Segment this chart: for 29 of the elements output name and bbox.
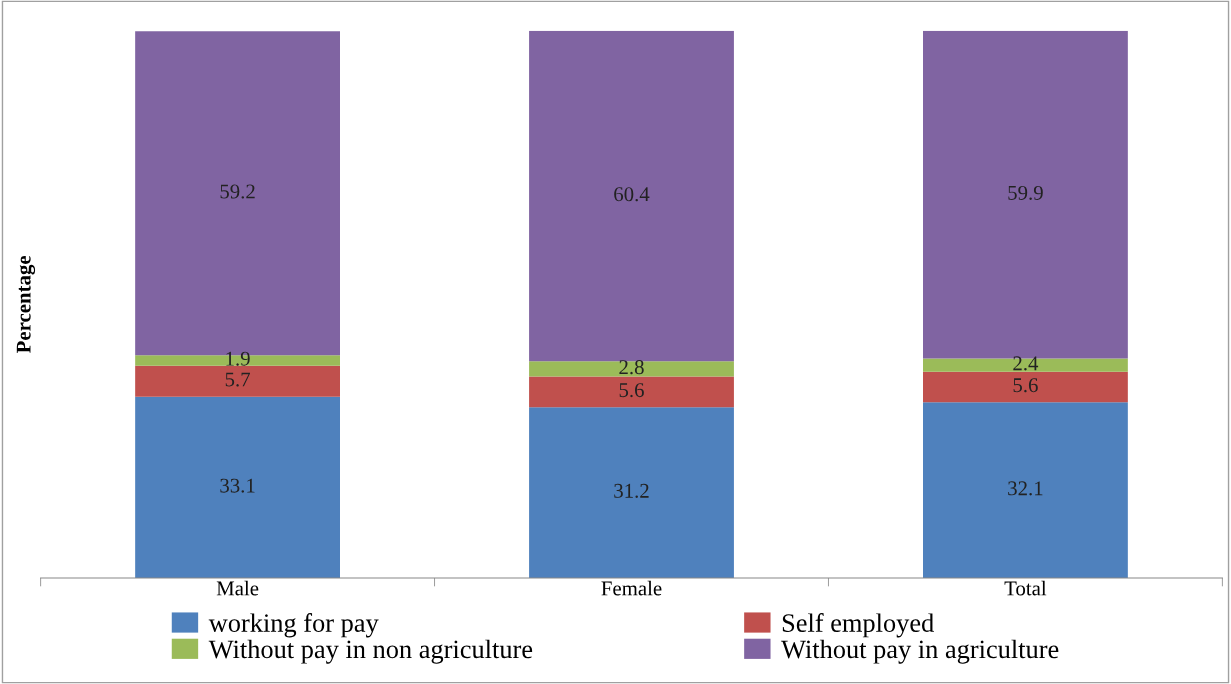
legend-label: Without pay in agriculture — [781, 639, 1059, 664]
legend-label: Without pay in non agriculture — [208, 639, 533, 664]
bar — [529, 376, 734, 408]
data-label: 32.1 — [1008, 481, 1043, 496]
bar — [529, 361, 734, 377]
data-label: 60.4 — [614, 187, 650, 202]
x-tick-label: Total — [1004, 580, 1047, 596]
bar — [135, 365, 340, 397]
bar — [135, 396, 340, 578]
data-label: 1.9 — [226, 351, 250, 366]
data-label: 31.2 — [614, 483, 649, 498]
bar — [923, 371, 1128, 403]
bar — [529, 30, 734, 362]
legend-label: working for pay — [208, 613, 379, 638]
data-label: 5.6 — [1013, 378, 1038, 393]
data-label: 59.9 — [1008, 185, 1043, 200]
data-label: 5.6 — [619, 383, 644, 398]
data-label: 5.7 — [225, 372, 250, 387]
bar — [529, 407, 734, 578]
bar — [923, 402, 1128, 578]
bar — [923, 358, 1128, 372]
data-label: 2.8 — [619, 360, 644, 375]
data-label: 59.2 — [220, 184, 255, 199]
data-label: 33.1 — [220, 478, 255, 493]
x-tick-label: Male — [216, 580, 259, 596]
data-label: 2.4 — [1013, 356, 1039, 371]
x-tick-label: Female — [601, 580, 662, 596]
legend-label: Self employed — [782, 613, 934, 638]
y-axis-title: Percentage — [16, 255, 36, 353]
